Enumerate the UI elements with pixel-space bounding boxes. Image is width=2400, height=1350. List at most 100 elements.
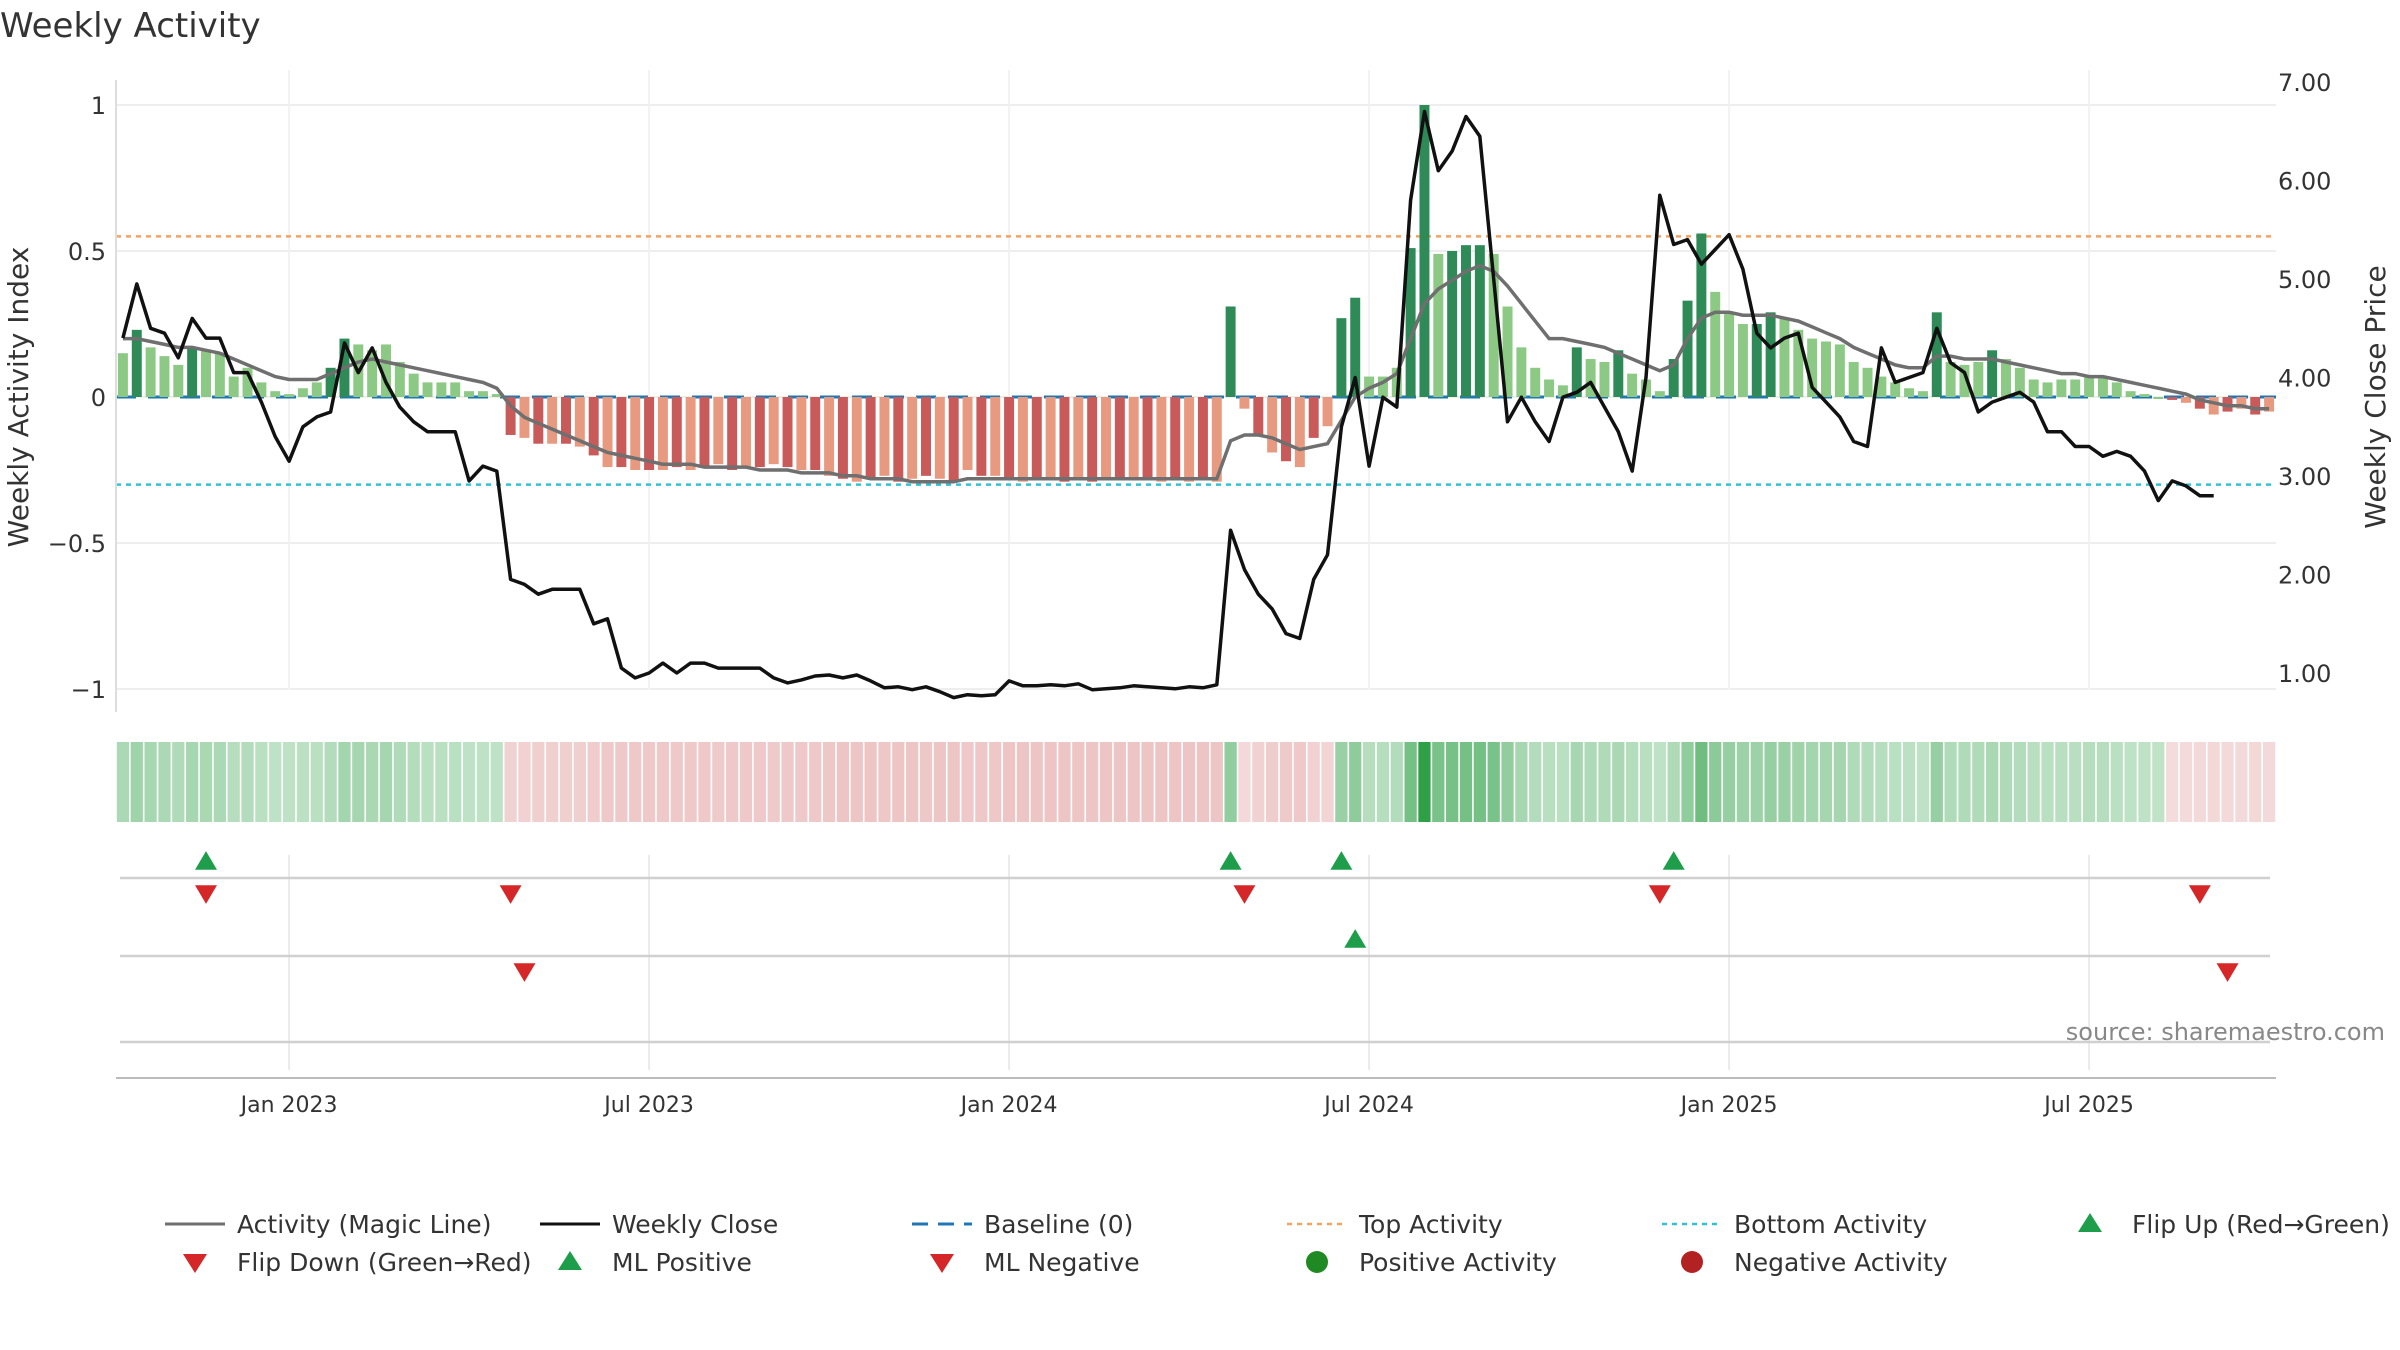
activity-bar: [893, 397, 904, 482]
activity-bar: [727, 397, 738, 470]
activity-bar: [1696, 233, 1707, 397]
heat-cell: [781, 742, 794, 822]
x-tick-label: Jan 2025: [1679, 1093, 1778, 1118]
activity-bar: [367, 350, 378, 397]
heat-cell: [1307, 742, 1320, 822]
heat-cell: [2013, 742, 2026, 822]
y-right-tick-label: 6.00: [2278, 168, 2331, 196]
activity-bar: [1530, 367, 1541, 397]
heat-cell: [1902, 742, 1916, 822]
legend-swatch: [930, 1254, 954, 1273]
activity-bar: [1599, 361, 1610, 397]
heat-cell: [629, 742, 642, 822]
activity-bar: [1045, 397, 1056, 479]
activity-bar: [1377, 376, 1388, 397]
y-left-tick-label: 0.5: [68, 238, 106, 266]
flip-down-marker: [2188, 885, 2211, 904]
heat-cell: [2235, 742, 2248, 822]
heat-cell: [1362, 742, 1376, 822]
flip-up-marker: [1662, 851, 1685, 870]
legend-label: Negative Activity: [1734, 1248, 1948, 1277]
reference-lines: [116, 235, 2276, 486]
legend-label: Bottom Activity: [1734, 1210, 1927, 1239]
activity-bar: [1765, 312, 1776, 397]
activity-bar: [187, 347, 198, 397]
activity-bar: [325, 367, 336, 397]
y-right-tick-label: 5.00: [2278, 266, 2331, 294]
heat-cell: [559, 742, 573, 822]
activity-bar: [1336, 318, 1347, 397]
heat-cell: [172, 742, 185, 822]
heat-cell: [296, 742, 310, 822]
activity-bar: [1225, 306, 1236, 397]
chart-title: Weekly Activity: [0, 6, 261, 46]
activity-bar: [934, 397, 945, 479]
heat-cell: [739, 742, 753, 822]
activity-bar: [1253, 397, 1264, 435]
heat-cell: [2027, 742, 2040, 822]
heat-cell: [1501, 742, 1514, 822]
legend-swatch: [1681, 1251, 1703, 1273]
activity-bar: [1945, 361, 1956, 397]
heat-cell: [462, 742, 476, 822]
activity-bar: [408, 373, 419, 397]
heat-cell: [1792, 742, 1805, 822]
activity-bar: [311, 382, 322, 397]
activity-bar: [824, 397, 835, 476]
legend-label: Flip Up (Red→Green): [2132, 1210, 2390, 1239]
activity-bar: [1184, 397, 1195, 482]
x-tick-label: Jul 2025: [2042, 1093, 2134, 1118]
legend-label: Flip Down (Green→Red): [237, 1248, 532, 1277]
heat-cell: [1390, 742, 1403, 822]
activity-bar: [2264, 397, 2275, 412]
activity-bar: [2167, 397, 2178, 400]
heat-cell: [615, 742, 628, 822]
heat-cell: [684, 742, 697, 822]
heat-cell: [546, 742, 559, 822]
activity-bar: [1793, 329, 1804, 397]
activity-bar: [1419, 105, 1430, 397]
activity-bar: [1516, 347, 1527, 397]
activity-bar: [976, 397, 987, 476]
heat-cell: [1016, 742, 1030, 822]
heat-cell: [933, 742, 946, 822]
heat-cell: [1376, 742, 1390, 822]
heat-cell: [158, 742, 171, 822]
heat-cell: [2069, 742, 2082, 822]
activity-bar: [1461, 245, 1471, 397]
heat-cell: [1224, 742, 1237, 822]
heat-cell: [642, 742, 656, 822]
activity-bar: [1474, 245, 1485, 397]
heat-cell: [989, 742, 1002, 822]
activity-bar: [256, 382, 267, 397]
activity-bar: [1959, 364, 1970, 397]
activity-bar: [1197, 397, 1208, 479]
heat-cell: [379, 742, 393, 822]
activity-bar: [1114, 397, 1125, 479]
activity-bar: [1267, 397, 1278, 453]
heat-cell: [1030, 742, 1043, 822]
legend-label: ML Negative: [984, 1248, 1140, 1277]
heat-cell: [255, 742, 268, 822]
heat-cell: [892, 742, 905, 822]
heat-cell: [490, 742, 503, 822]
heat-cell: [2055, 742, 2068, 822]
activity-bar: [2181, 397, 2191, 403]
heat-cell: [518, 742, 531, 822]
activity-bar: [270, 391, 281, 397]
flip-down-marker: [1648, 885, 1671, 904]
activity-bar: [2139, 394, 2150, 397]
activity-bar: [2194, 397, 2205, 409]
heat-cell: [407, 742, 420, 822]
activity-bar: [1724, 312, 1735, 397]
activity-bar: [1917, 391, 1928, 397]
activity-bar: [865, 397, 876, 479]
heat-cell: [670, 742, 683, 822]
heat-cell: [1778, 742, 1791, 822]
heat-cell: [1141, 742, 1154, 822]
heat-cell: [809, 742, 822, 822]
heat-cell: [1570, 742, 1583, 822]
heat-cell: [282, 742, 296, 822]
heat-cell: [1349, 742, 1362, 822]
activity-bar: [754, 397, 765, 468]
